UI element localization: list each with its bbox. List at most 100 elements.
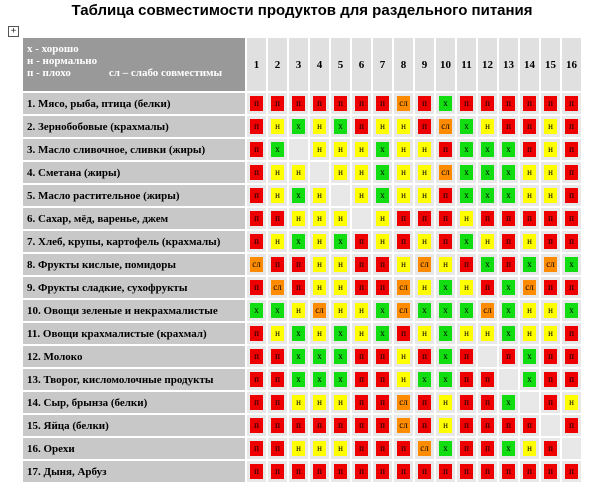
cell: п bbox=[352, 461, 371, 482]
cell: п bbox=[457, 461, 476, 482]
cell-value: н bbox=[544, 326, 557, 341]
legend-code: н bbox=[27, 55, 34, 67]
cell: п bbox=[331, 415, 350, 436]
cell-value: х bbox=[481, 142, 494, 157]
cell-value: х bbox=[376, 326, 389, 341]
cell-value: п bbox=[376, 349, 389, 364]
cell-value: н bbox=[334, 395, 347, 410]
cell-value: х bbox=[439, 280, 452, 295]
cell-value: п bbox=[271, 372, 284, 387]
cell: х bbox=[499, 438, 518, 459]
cell-value: н bbox=[460, 211, 473, 226]
cell-value: п bbox=[334, 418, 347, 433]
cell: сл bbox=[415, 438, 434, 459]
cell: н bbox=[436, 254, 455, 275]
cell: х bbox=[436, 323, 455, 344]
table-row: 8. Фрукты кислые, помидоры сл п п н н п п н сл н п х… bbox=[23, 254, 581, 275]
cell: х bbox=[520, 346, 539, 367]
cell: п bbox=[499, 346, 518, 367]
cell-value: п bbox=[544, 280, 557, 295]
cell-value: п bbox=[523, 142, 536, 157]
cell: н bbox=[310, 392, 329, 413]
cell: п bbox=[247, 185, 266, 206]
cell: х bbox=[520, 254, 539, 275]
row-label: 13. Творог, кисломолочные продукты bbox=[23, 369, 245, 390]
cell: п bbox=[373, 438, 392, 459]
table-row: 12. Молоко п п х х х п п н п х п п х п п bbox=[23, 346, 581, 367]
cell-value: п bbox=[565, 165, 578, 180]
cell: п bbox=[352, 116, 371, 137]
cell: н bbox=[520, 438, 539, 459]
cell: п bbox=[373, 415, 392, 436]
cell-value: п bbox=[250, 326, 263, 341]
cell-value: н bbox=[418, 188, 431, 203]
cell: п bbox=[457, 346, 476, 367]
cell: х bbox=[457, 300, 476, 321]
cell: х bbox=[562, 254, 581, 275]
cell-value: н bbox=[334, 303, 347, 318]
cell: х bbox=[436, 346, 455, 367]
cell: п bbox=[268, 461, 287, 482]
cell-value: н bbox=[523, 441, 536, 456]
expand-icon[interactable]: + bbox=[8, 26, 19, 37]
cell-value: сл bbox=[397, 303, 410, 318]
cell: п bbox=[352, 277, 371, 298]
cell-value: х bbox=[334, 234, 347, 249]
legend-item: н - нормально bbox=[27, 55, 97, 67]
cell: н bbox=[352, 300, 371, 321]
cell: п bbox=[373, 346, 392, 367]
cell-value: сл bbox=[439, 165, 452, 180]
cell-value: п bbox=[355, 119, 368, 134]
cell-value: н bbox=[313, 257, 326, 272]
cell: п bbox=[562, 139, 581, 160]
legend-line: х - хорошо bbox=[27, 43, 245, 55]
row-label: 5. Масло растительное (жиры) bbox=[23, 185, 245, 206]
cell: сл bbox=[394, 93, 413, 114]
cell-value: х bbox=[292, 188, 305, 203]
cell-value: п bbox=[376, 280, 389, 295]
cell: п bbox=[478, 93, 497, 114]
cell: х bbox=[247, 300, 266, 321]
column-header: 9 bbox=[415, 38, 434, 91]
table-row: 14. Сыр, брынза (белки) п п н н н п п сл п н п п х п н bbox=[23, 392, 581, 413]
cell-value: п bbox=[355, 96, 368, 111]
cell: н bbox=[541, 139, 560, 160]
row-label: 7. Хлеб, крупы, картофель (крахмалы) bbox=[23, 231, 245, 252]
table-row: 10. Овощи зеленые и некрахмалистые х х н сл н… bbox=[23, 300, 581, 321]
cell-value: н bbox=[334, 441, 347, 456]
cell: н bbox=[331, 162, 350, 183]
cell-value: н bbox=[334, 165, 347, 180]
cell: х bbox=[457, 231, 476, 252]
cell-value: п bbox=[355, 464, 368, 479]
cell: п bbox=[520, 116, 539, 137]
cell-value: п bbox=[250, 165, 263, 180]
cell-value: п bbox=[460, 441, 473, 456]
cell-value: п bbox=[250, 188, 263, 203]
cell: н bbox=[268, 162, 287, 183]
cell: сл bbox=[310, 300, 329, 321]
cell-value: х bbox=[334, 119, 347, 134]
cell-value: н bbox=[271, 326, 284, 341]
cell-value: п bbox=[418, 119, 431, 134]
row-label: 8. Фрукты кислые, помидоры bbox=[23, 254, 245, 275]
cell-value: п bbox=[523, 96, 536, 111]
cell: н bbox=[331, 139, 350, 160]
cell-value: п bbox=[355, 395, 368, 410]
cell-value: п bbox=[376, 418, 389, 433]
cell: н bbox=[289, 300, 308, 321]
cell-value: н bbox=[271, 188, 284, 203]
cell: н bbox=[310, 231, 329, 252]
cell-value: н bbox=[313, 234, 326, 249]
cell: х bbox=[436, 93, 455, 114]
cell: н bbox=[541, 300, 560, 321]
cell: п bbox=[247, 392, 266, 413]
cell-value: п bbox=[250, 96, 263, 111]
cell-value: п bbox=[250, 418, 263, 433]
table-row: 4. Сметана (жиры) п н н н н х н н сл х х х н н п bbox=[23, 162, 581, 183]
cell-value: п bbox=[418, 211, 431, 226]
cell: п bbox=[478, 208, 497, 229]
cell-value: п bbox=[376, 96, 389, 111]
cell-value: н bbox=[292, 211, 305, 226]
cell-value: п bbox=[313, 464, 326, 479]
compatibility-table: х - хорошо н - нормально п - плохо сл – сла… bbox=[21, 36, 583, 484]
